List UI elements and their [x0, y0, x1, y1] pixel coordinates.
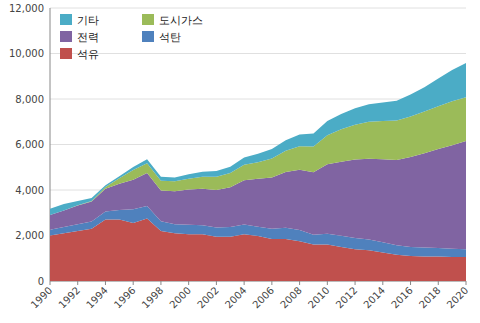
legend-swatch — [142, 14, 154, 25]
x-tick — [466, 281, 467, 285]
legend-label: 석유 — [77, 48, 99, 61]
x-tick-label: 2006 — [251, 285, 277, 311]
x-tick — [105, 281, 106, 285]
legend-swatch — [60, 14, 72, 25]
y-tick-label: 8,000 — [15, 94, 44, 105]
x-tick — [438, 281, 439, 285]
legend: 기타 도시가스전력 석탄석유 — [60, 14, 203, 61]
x-tick-label: 2004 — [223, 285, 249, 311]
x-tick — [160, 281, 161, 285]
grid-line — [50, 8, 466, 9]
legend-swatch — [142, 31, 154, 42]
x-tick-label: 1992 — [56, 285, 82, 311]
x-tick — [216, 281, 217, 285]
y-tick-label: 12,000 — [9, 3, 44, 14]
x-tick — [410, 281, 411, 285]
legend-swatch — [60, 31, 72, 42]
x-tick-label: 2008 — [278, 285, 304, 311]
x-tick — [188, 281, 189, 285]
x-tick-label: 2012 — [334, 285, 360, 311]
legend-label: 전력 — [77, 31, 99, 44]
x-tick-label: 2010 — [306, 285, 332, 311]
x-tick-label: 2014 — [361, 285, 387, 311]
area — [50, 63, 466, 215]
x-tick — [77, 281, 78, 285]
x-tick — [299, 281, 300, 285]
x-tick-label: 1990 — [29, 285, 55, 311]
x-tick-label: 2016 — [389, 285, 415, 311]
x-tick-label: 2000 — [167, 285, 193, 311]
x-tick — [382, 281, 383, 285]
grid — [50, 8, 466, 281]
chart-svg: 02,0004,0006,0008,00010,00012,0001990199… — [0, 0, 480, 323]
x-tick — [244, 281, 245, 285]
x-tick — [133, 281, 134, 285]
y-tick-label: 2,000 — [15, 230, 44, 241]
axes: 02,0004,0006,0008,00010,00012,0001990199… — [9, 3, 470, 311]
chart-container: 02,0004,0006,0008,00010,00012,0001990199… — [0, 0, 480, 323]
x-tick-label: 1996 — [112, 285, 138, 311]
grid-line — [50, 53, 466, 54]
y-tick-label: 4,000 — [15, 185, 44, 196]
x-tick-label: 1998 — [140, 285, 166, 311]
legend-swatch — [60, 48, 72, 59]
x-tick-label: 2020 — [445, 285, 471, 311]
y-tick-label: 6,000 — [15, 139, 44, 150]
x-tick — [327, 281, 328, 285]
legend-label: 석탄 — [159, 31, 181, 44]
legend-label: 도시가스 — [159, 14, 203, 27]
x-tick-label: 2002 — [195, 285, 221, 311]
legend-label: 기타 — [77, 14, 99, 27]
areas — [50, 63, 466, 281]
x-tick-label: 1994 — [84, 285, 110, 311]
y-tick-label: 10,000 — [9, 48, 44, 59]
x-tick — [271, 281, 272, 285]
x-tick — [355, 281, 356, 285]
x-tick-label: 2018 — [417, 285, 443, 311]
y-tick-label: 0 — [38, 276, 44, 287]
x-tick — [50, 281, 51, 285]
